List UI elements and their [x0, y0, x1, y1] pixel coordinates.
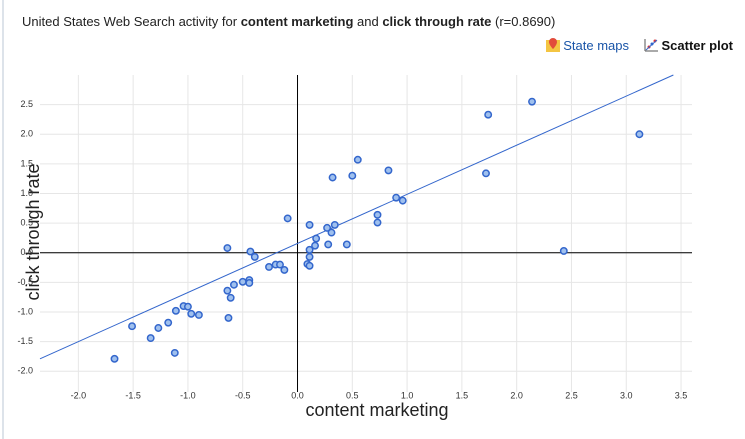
y-tick-label: -1.0: [17, 306, 33, 316]
data-point: [187, 309, 196, 318]
data-point: [164, 318, 173, 327]
data-point: [226, 293, 235, 302]
y-tick-label: 2.5: [20, 99, 33, 109]
data-point: [635, 130, 644, 139]
data-point: [305, 252, 314, 261]
data-point: [146, 334, 155, 343]
x-tick-label: 3.5: [675, 390, 688, 400]
data-point: [384, 166, 393, 175]
state-maps-link[interactable]: State maps: [563, 38, 630, 53]
data-point: [224, 313, 233, 322]
data-point: [327, 228, 336, 237]
y-tick-label: 2.0: [20, 129, 33, 139]
title-text: (r=0.8690): [491, 14, 556, 29]
data-point: [342, 240, 351, 249]
x-tick-label: 2.0: [510, 390, 523, 400]
scatter-plot-link[interactable]: Scatter plot: [661, 38, 733, 53]
data-point: [528, 97, 536, 106]
y-tick-label: -2.0: [17, 366, 33, 376]
y-tick-label: 1.0: [20, 188, 33, 198]
data-point: [128, 322, 136, 331]
data-point: [223, 286, 232, 295]
data-point: [484, 110, 493, 119]
x-tick-label: 2.5: [565, 390, 578, 400]
data-point: [246, 247, 255, 256]
trend-line: [39, 74, 674, 360]
x-tick-label: 3.0: [620, 390, 633, 400]
data-point: [330, 220, 339, 229]
data-point: [373, 210, 382, 219]
data-point: [183, 302, 192, 311]
x-tick-label: 1.0: [401, 390, 414, 400]
title-text: United States Web Search activity for: [22, 14, 241, 29]
data-point: [353, 155, 362, 164]
data-point: [194, 311, 203, 319]
data-point: [238, 277, 247, 286]
data-point: [305, 220, 314, 229]
data-point: [482, 169, 490, 178]
title-text: and: [353, 14, 383, 29]
data-point: [348, 171, 357, 180]
view-links: State maps Scatter plot: [545, 37, 733, 53]
data-point: [276, 260, 284, 269]
x-tick-label: -1.5: [125, 390, 141, 400]
y-tick-label: -1.5: [17, 336, 33, 346]
data-point: [250, 252, 259, 261]
data-point: [280, 265, 289, 274]
x-tick-label: -0.5: [235, 390, 251, 400]
data-point: [265, 263, 273, 271]
title-term: click through rate: [382, 14, 492, 29]
x-tick-label: -1.0: [180, 390, 196, 400]
y-tick-label: 0.0: [20, 247, 33, 257]
data-point: [154, 324, 163, 332]
data-point: [559, 247, 568, 255]
y-tick-label: 0.5: [20, 218, 33, 228]
data-point: [171, 306, 180, 315]
data-point: [170, 348, 179, 357]
x-tick-label: 0.0: [291, 390, 304, 400]
x-tick-label: -2.0: [71, 390, 87, 400]
data-point: [283, 214, 292, 223]
data-point: [328, 173, 337, 182]
data-point: [392, 193, 401, 202]
data-point: [398, 196, 407, 205]
x-axis-title: content marketing: [305, 400, 448, 420]
data-point: [311, 241, 319, 250]
header-title: United States Web Search activity for co…: [22, 14, 555, 29]
y-tick-label: -0.5: [17, 277, 33, 287]
data-point: [110, 354, 119, 363]
data-point: [373, 218, 382, 227]
data-point: [223, 244, 232, 252]
data-point: [230, 280, 238, 289]
y-axis-title: click through rate: [23, 163, 43, 300]
data-point: [324, 240, 333, 249]
data-point: [245, 279, 254, 287]
data-point: [323, 223, 332, 232]
x-tick-label: 0.5: [346, 390, 359, 400]
x-tick-label: 1.5: [456, 390, 469, 400]
data-point: [305, 261, 314, 270]
data-point: [312, 234, 321, 243]
y-tick-label: 1.5: [20, 158, 33, 168]
scatter-icon: [644, 39, 659, 52]
title-term: content marketing: [240, 14, 354, 29]
map-icon: [546, 38, 561, 52]
